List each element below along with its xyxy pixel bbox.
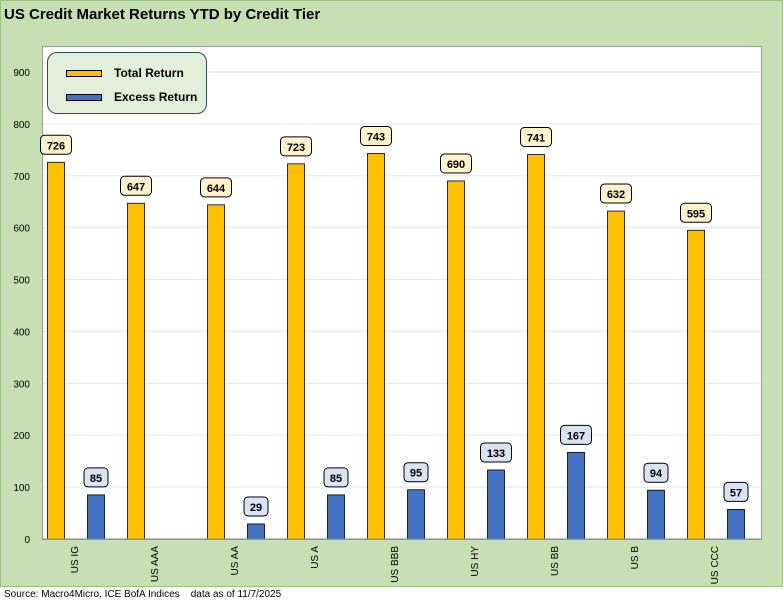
data-label: 741 xyxy=(527,133,545,145)
y-tick-label: 700 xyxy=(13,172,30,183)
data-label: 690 xyxy=(447,159,465,171)
y-tick-label: 100 xyxy=(13,483,30,494)
bar-chart: 0 100 200 300 400 500 600 700 800 900 726 85 647 644… xyxy=(13,68,762,584)
plot-area xyxy=(42,46,762,540)
bar-excess-return xyxy=(567,451,585,540)
data-label-box xyxy=(680,202,712,223)
bar-total-return xyxy=(127,202,145,540)
bar-excess-return xyxy=(647,489,665,540)
x-tick-label: US BB xyxy=(550,546,561,576)
data-label: 29 xyxy=(250,502,262,514)
bar-total-return xyxy=(527,154,545,540)
y-tick-label: 600 xyxy=(13,224,30,235)
x-tick-label: US AA xyxy=(230,546,241,576)
data-label-box xyxy=(243,496,269,517)
data-label: 644 xyxy=(207,183,226,195)
y-tick-label: 800 xyxy=(13,120,30,131)
data-label: 85 xyxy=(90,473,102,485)
source-note: Source: Macro4Micro, ICE BofA Indices da… xyxy=(4,589,282,600)
bar-total-return xyxy=(687,229,705,540)
legend-label-excess-return: Excess Return xyxy=(114,90,198,104)
data-label-box xyxy=(560,424,592,445)
data-label: 595 xyxy=(687,208,705,220)
bar-total-return xyxy=(367,153,385,540)
data-label-box xyxy=(120,175,152,196)
chart-legend: Total Return Excess Return xyxy=(47,52,207,114)
chart-title: US Credit Market Returns YTD by Credit T… xyxy=(4,6,321,23)
x-tick-label: US A xyxy=(310,546,321,569)
x-tick-label: US BBB xyxy=(390,546,401,583)
bar-excess-return xyxy=(327,494,345,540)
data-label: 726 xyxy=(47,140,65,152)
legend-label-total-return: Total Return xyxy=(114,66,184,80)
x-tick-label: US HY xyxy=(470,546,481,577)
data-label-box xyxy=(403,462,429,483)
bar-total-return xyxy=(287,163,305,540)
bars xyxy=(47,153,745,540)
data-label-box xyxy=(280,136,312,157)
y-tick-label: 300 xyxy=(13,379,30,390)
y-tick-label: 500 xyxy=(13,276,30,287)
data-label: 94 xyxy=(650,468,663,480)
data-labels: 726 85 647 644 29 723 85 743 95 690 133 741 167 632 94… xyxy=(40,125,749,517)
data-label: 167 xyxy=(567,430,585,442)
x-tick-label: US B xyxy=(630,546,641,570)
x-tick-label: US IG xyxy=(70,546,81,573)
bar-total-return xyxy=(207,204,225,540)
x-tick-label: US AAA xyxy=(150,546,161,582)
data-label: 743 xyxy=(367,131,385,143)
data-label-box xyxy=(40,134,72,155)
bar-total-return xyxy=(47,161,65,540)
bar-excess-return xyxy=(487,469,505,540)
data-label-box xyxy=(600,183,632,204)
gridlines xyxy=(43,71,761,488)
data-label-box xyxy=(360,125,392,146)
bar-excess-return xyxy=(247,523,265,540)
data-label-box xyxy=(480,442,512,463)
data-label: 647 xyxy=(127,181,145,193)
y-tick-label: 200 xyxy=(13,431,30,442)
data-label-box xyxy=(440,153,472,174)
bar-excess-return xyxy=(87,494,105,540)
data-label-box xyxy=(83,467,109,488)
data-label-box xyxy=(323,467,349,488)
legend-swatch-excess-return xyxy=(66,93,102,101)
data-label-box xyxy=(200,177,232,198)
data-label-box xyxy=(723,481,749,502)
data-label: 95 xyxy=(410,468,422,480)
y-tick-label: 400 xyxy=(13,327,30,338)
bar-excess-return xyxy=(407,489,425,540)
legend-item-total-return: Total Return xyxy=(66,66,184,80)
data-label: 632 xyxy=(607,189,625,201)
y-tick-label: 0 xyxy=(24,535,30,546)
legend-item-excess-return: Excess Return xyxy=(66,90,197,104)
data-label: 133 xyxy=(487,448,505,460)
data-label: 57 xyxy=(730,487,742,499)
data-label-box xyxy=(643,462,669,483)
x-axis-ticks: US IG US AAA US AA US A US BBB US HY US BB US B… xyxy=(42,538,762,584)
data-label: 723 xyxy=(287,142,305,154)
bar-total-return xyxy=(447,180,465,540)
y-axis-ticks: 0 100 200 300 400 500 600 700 800 900 xyxy=(13,68,30,546)
data-label-box xyxy=(520,127,552,148)
data-label: 85 xyxy=(330,473,342,485)
x-tick-label: US CCC xyxy=(710,546,721,584)
bar-excess-return xyxy=(727,509,745,540)
bar-total-return xyxy=(607,210,625,540)
legend-swatch-total-return xyxy=(66,69,102,77)
y-tick-label: 900 xyxy=(13,68,30,79)
